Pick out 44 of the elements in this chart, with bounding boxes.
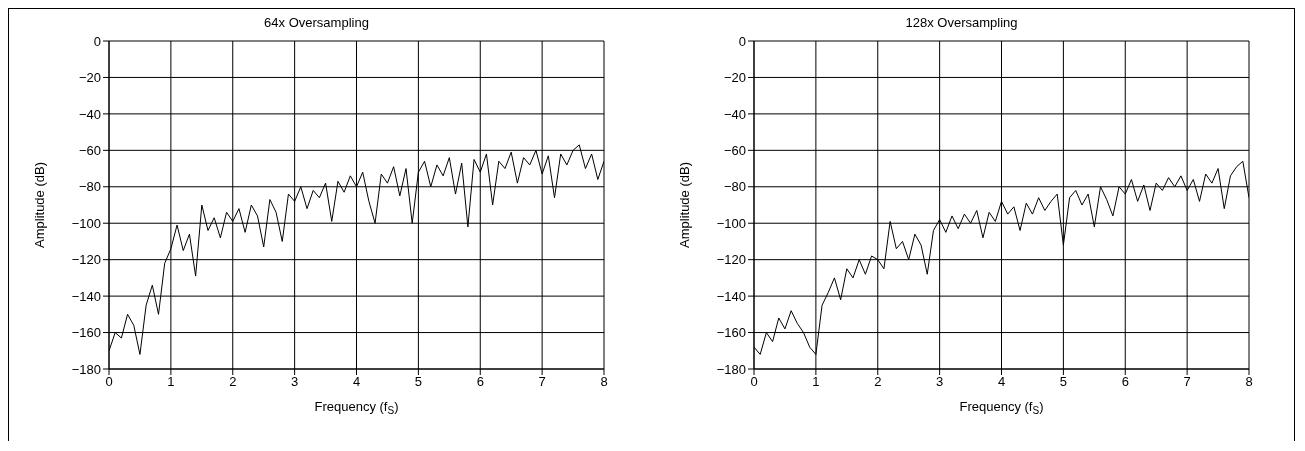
x-tick-label: 7 <box>538 374 546 390</box>
y-tick-label: −100 <box>71 215 101 231</box>
x-axis-title: Frequency (f$_{S}$) <box>959 399 1044 416</box>
x-tick-label: 2 <box>874 374 882 390</box>
x-tick-label: 4 <box>352 374 361 390</box>
x-tick-label: 8 <box>600 374 608 390</box>
y-tick-label: −60 <box>78 142 101 158</box>
y-tick-label: −80 <box>723 179 746 195</box>
x-tick-label: 2 <box>229 374 237 390</box>
y-tick-label: −160 <box>71 325 101 341</box>
x-axis-title: Frequency (f$_{S}$) <box>314 399 399 416</box>
x-tick-label: 3 <box>936 374 944 390</box>
y-tick-label: −120 <box>71 252 101 268</box>
y-tick-label: −20 <box>723 70 746 86</box>
y-tick-label: −40 <box>723 106 746 122</box>
y-tick-label: −60 <box>723 142 746 158</box>
y-tick-label: 0 <box>93 33 101 49</box>
x-tick-label: 3 <box>291 374 299 390</box>
y-tick-label: −180 <box>71 361 101 377</box>
x-tick-label: 7 <box>1183 374 1191 390</box>
x-tick-label: 0 <box>105 374 113 390</box>
x-tick-label: 6 <box>1121 374 1129 390</box>
x-tick-label: 6 <box>476 374 484 390</box>
x-tick-label: 4 <box>997 374 1006 390</box>
y-tick-label: −160 <box>716 325 746 341</box>
y-tick-label: −100 <box>716 215 746 231</box>
y-tick-label: −140 <box>71 288 101 304</box>
y-axis-title: Amplitude (dB) <box>677 162 692 248</box>
y-tick-label: −80 <box>78 179 101 195</box>
y-tick-label: −120 <box>716 252 746 268</box>
y-tick-label: 0 <box>738 33 746 49</box>
y-tick-label: −40 <box>78 106 101 122</box>
x-tick-label: 5 <box>414 374 422 390</box>
x-tick-label: 1 <box>812 374 820 390</box>
x-tick-label: 1 <box>167 374 175 390</box>
y-tick-label: −180 <box>716 361 746 377</box>
y-tick-label: −20 <box>78 70 101 86</box>
x-tick-label: 8 <box>1245 374 1253 390</box>
x-tick-label: 0 <box>750 374 758 390</box>
chart-title: 128x Oversampling <box>905 15 1018 30</box>
chart-title: 64x Oversampling <box>264 15 369 30</box>
y-axis-title: Amplitude (dB) <box>32 162 47 248</box>
x-tick-label: 5 <box>1059 374 1067 390</box>
y-tick-label: −140 <box>716 288 746 304</box>
